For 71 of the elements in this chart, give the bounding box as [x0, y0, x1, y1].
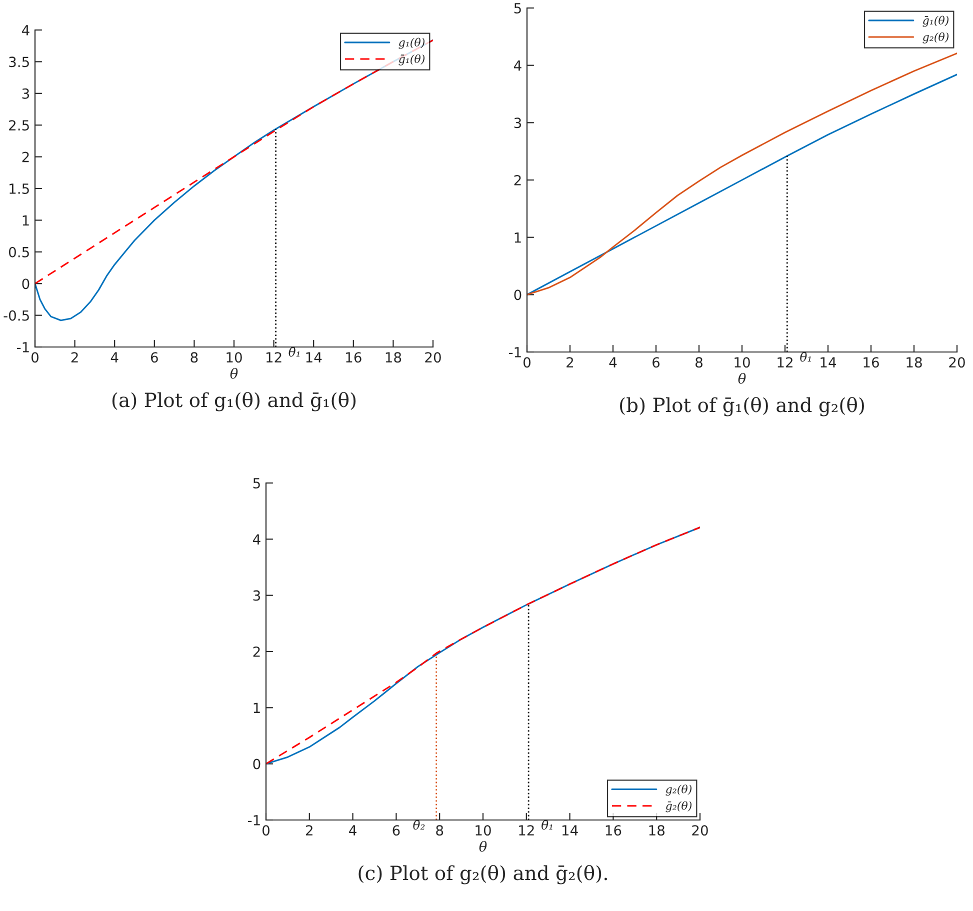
- x-tick-label: 12: [266, 352, 282, 362]
- x-tick-label: 16: [864, 357, 879, 368]
- x-tick-label: 18: [386, 352, 402, 363]
- x-tick-label: 14: [562, 825, 578, 836]
- x-axis-title: θ: [230, 368, 238, 379]
- x-tick-label: 18: [906, 357, 922, 368]
- x-tick-label: 2: [306, 825, 312, 836]
- legend-label: g₂(θ): [666, 784, 692, 796]
- y-tick-label: -1: [248, 815, 260, 826]
- y-tick-label: 4: [514, 60, 522, 71]
- x-tick-label: 2: [566, 357, 574, 368]
- text: (b) Plot of ḡ₁(θ) and g₂(θ): [620, 397, 864, 416]
- y-tick-label: -1: [16, 342, 29, 352]
- y-tick-label: 0: [22, 278, 30, 290]
- legend-label: g₂(θ): [922, 32, 949, 44]
- y-tick-label: 1: [254, 702, 260, 713]
- x-tick-label: 10: [734, 357, 750, 368]
- x-tick-label: 12: [778, 357, 792, 368]
- y-tick-label: 2: [514, 174, 521, 186]
- x-tick-label: 20: [692, 825, 708, 836]
- y-tick-label: 0: [514, 290, 522, 300]
- x-axis-title: θ: [738, 372, 746, 384]
- x-tick-label: 20: [425, 352, 441, 363]
- y-tick-label: 3: [514, 118, 522, 128]
- x-tick-label: 14: [820, 357, 836, 368]
- x-tick-label: 6: [392, 825, 400, 836]
- x-tick-label: 8: [436, 825, 444, 836]
- y-tick-label: 1: [514, 232, 521, 243]
- y-tick-label: -0.5: [4, 310, 29, 321]
- y-tick-label: 5: [514, 3, 521, 14]
- y-tick-label: 2.5: [9, 120, 29, 131]
- x-tick-label: 6: [652, 357, 660, 368]
- x-tick-label: 16: [606, 825, 622, 836]
- x-tick-label: 16: [346, 352, 362, 363]
- x-tick-label: 18: [649, 825, 664, 836]
- y-tick-label: 4: [252, 534, 260, 544]
- y-tick-label: 1: [22, 215, 29, 226]
- text: (a) Plot of g₁(θ) and ḡ₁(θ): [112, 392, 356, 412]
- legend-label: g₁(θ): [398, 38, 425, 49]
- x-tick-label: 14: [306, 352, 322, 362]
- y-tick-label: 3.5: [9, 56, 29, 68]
- x-tick-label: 0: [31, 352, 38, 363]
- y-tick-label: 0: [253, 758, 260, 770]
- y-tick-label: 3: [22, 88, 30, 99]
- y-tick-label: 1.5: [10, 184, 29, 194]
- legend-label: ḡ₂(θ): [666, 801, 692, 812]
- x-tick-label: 8: [696, 357, 702, 368]
- y-tick-label: 2: [253, 646, 260, 657]
- y-tick-label: 5: [253, 478, 260, 488]
- legend-label: ḡ₁(θ): [922, 16, 949, 27]
- x-tick-label: 8: [190, 352, 198, 363]
- line-series: [266, 526, 700, 765]
- x-tick-label: 12: [519, 825, 534, 836]
- x-tick-label: 0: [262, 825, 270, 836]
- text: (c) Plot of g₂(θ) and ḡ₂(θ).: [358, 865, 608, 884]
- y-tick-label: -1: [508, 347, 521, 358]
- x-tick-label: 10: [226, 352, 242, 363]
- y-tick-label: 2: [22, 152, 29, 162]
- x-tick-label: 4: [609, 357, 617, 368]
- legend-label: ḡ₁(θ): [398, 54, 425, 66]
- x-tick-label: 0: [523, 357, 530, 368]
- y-tick-label: 0.5: [8, 246, 29, 258]
- x-tick-label: 4: [349, 825, 356, 836]
- x-tick-label: 20: [949, 357, 965, 368]
- y-tick-label: 3: [253, 590, 260, 601]
- x-tick-label: 4: [110, 352, 118, 362]
- x-tick-label: 6: [150, 352, 158, 363]
- y-tick-label: 4: [22, 25, 30, 36]
- x-axis-title: θ: [479, 840, 487, 852]
- x-tick-label: 2: [71, 352, 78, 362]
- x-tick-label: 10: [476, 825, 491, 836]
